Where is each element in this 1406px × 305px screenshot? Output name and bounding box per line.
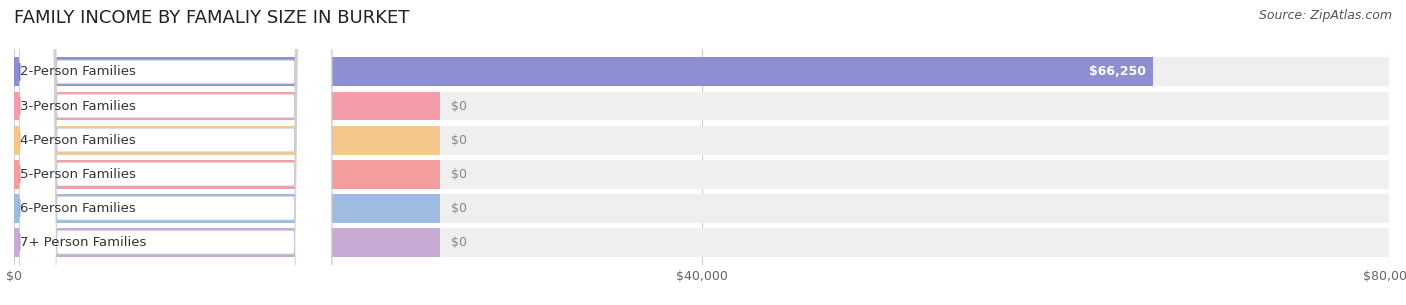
Bar bbox=[14, 194, 440, 223]
Text: Source: ZipAtlas.com: Source: ZipAtlas.com bbox=[1258, 9, 1392, 22]
FancyBboxPatch shape bbox=[20, 0, 332, 305]
Text: $0: $0 bbox=[451, 236, 467, 249]
Bar bbox=[14, 126, 440, 155]
Bar bbox=[14, 160, 440, 188]
Text: 5-Person Families: 5-Person Families bbox=[20, 168, 135, 181]
Bar bbox=[14, 160, 1389, 188]
Text: 7+ Person Families: 7+ Person Families bbox=[20, 236, 146, 249]
Text: 4-Person Families: 4-Person Families bbox=[20, 134, 135, 146]
Text: 2-Person Families: 2-Person Families bbox=[20, 66, 135, 78]
Bar bbox=[14, 194, 1389, 223]
FancyBboxPatch shape bbox=[20, 0, 332, 305]
FancyBboxPatch shape bbox=[20, 0, 332, 305]
FancyBboxPatch shape bbox=[20, 0, 332, 305]
FancyBboxPatch shape bbox=[20, 0, 332, 305]
Text: 3-Person Families: 3-Person Families bbox=[20, 99, 135, 113]
FancyBboxPatch shape bbox=[20, 0, 332, 305]
Text: $0: $0 bbox=[451, 99, 467, 113]
Text: 6-Person Families: 6-Person Families bbox=[20, 202, 135, 215]
Text: $66,250: $66,250 bbox=[1088, 66, 1146, 78]
Bar bbox=[14, 126, 1389, 155]
Bar bbox=[14, 57, 1153, 86]
Bar bbox=[14, 92, 1389, 120]
Text: FAMILY INCOME BY FAMALIY SIZE IN BURKET: FAMILY INCOME BY FAMALIY SIZE IN BURKET bbox=[14, 9, 409, 27]
Bar bbox=[14, 228, 1389, 257]
Text: $0: $0 bbox=[451, 134, 467, 146]
Bar bbox=[14, 92, 440, 120]
Text: $0: $0 bbox=[451, 202, 467, 215]
Text: $0: $0 bbox=[451, 168, 467, 181]
Bar bbox=[14, 228, 440, 257]
Bar bbox=[14, 57, 1389, 86]
